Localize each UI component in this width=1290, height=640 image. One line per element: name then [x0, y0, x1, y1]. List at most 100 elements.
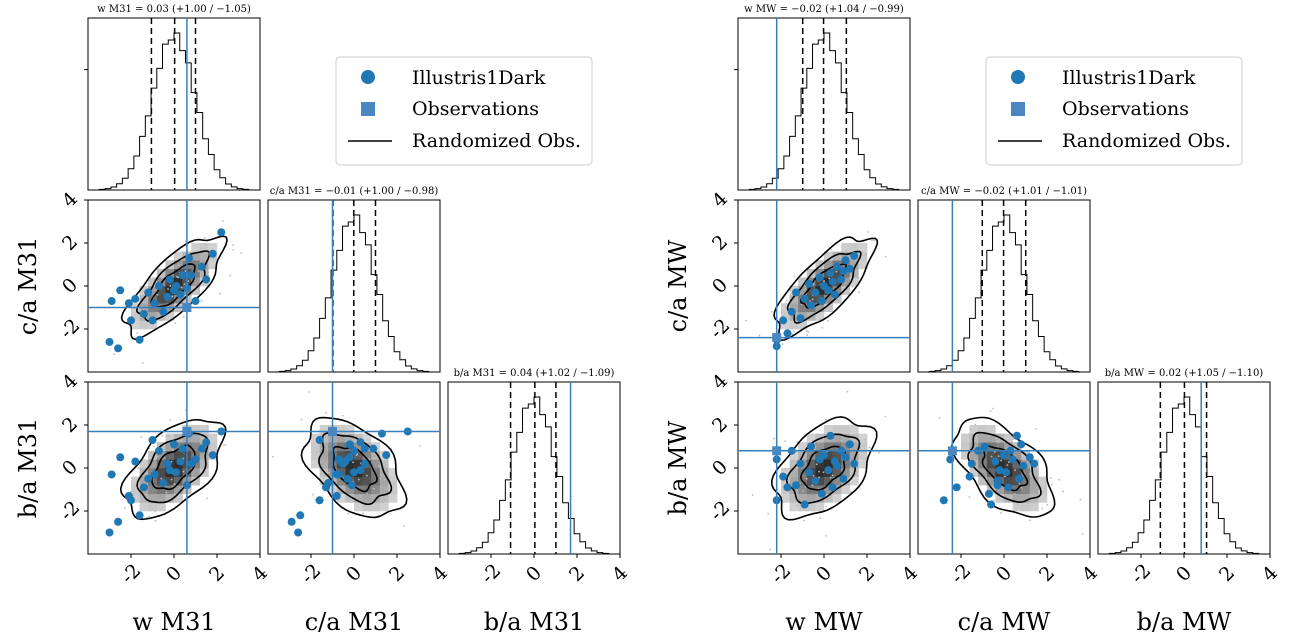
contour-level-1 [800, 445, 846, 491]
density-bin [832, 476, 842, 486]
density-bin [131, 476, 140, 486]
simulation-point [995, 466, 1004, 475]
simulation-point [1025, 453, 1034, 462]
observation-marker [772, 333, 782, 343]
background-sample [1079, 498, 1082, 501]
density-bin [1029, 476, 1039, 486]
simulation-point [332, 470, 341, 479]
density-bin [131, 311, 140, 321]
density-bin [371, 485, 381, 495]
density-bin [995, 450, 1005, 460]
background-sample [206, 424, 209, 427]
density-bin [841, 425, 851, 434]
background-sample [156, 455, 159, 458]
simulation-point [178, 444, 187, 453]
density-bin [986, 459, 996, 469]
density-bin [379, 476, 389, 486]
background-sample [198, 270, 200, 272]
background-sample [176, 275, 178, 278]
density-bin [148, 493, 158, 503]
background-sample [993, 499, 995, 502]
background-sample [153, 445, 155, 448]
background-sample [938, 416, 941, 419]
background-sample [325, 411, 327, 414]
legend: Illustris1Dark Observations Randomized Obs… [985, 56, 1243, 166]
background-sample [171, 485, 174, 488]
simulation-point [131, 294, 140, 303]
background-sample [388, 489, 391, 492]
density-bin [1029, 485, 1039, 495]
background-sample [1013, 493, 1016, 496]
density-bin [789, 450, 799, 460]
density-bin [345, 425, 355, 434]
background-sample [773, 437, 776, 440]
density-bin [199, 459, 209, 469]
simulation-point [1012, 431, 1021, 440]
background-sample [858, 291, 860, 293]
density-bin [1012, 502, 1022, 512]
density-bin [841, 485, 851, 495]
background-sample [822, 471, 825, 474]
density-bin [156, 450, 166, 460]
background-sample [793, 275, 796, 278]
y-axis-label: b/a MW [664, 420, 692, 515]
simulation-point [345, 440, 354, 449]
background-sample [769, 548, 772, 551]
density-bin [336, 442, 346, 452]
x-tick-label: -2 [297, 560, 326, 589]
observation-marker [947, 446, 957, 456]
density-bin [815, 476, 825, 486]
density-bin [371, 502, 381, 512]
density-bin [815, 311, 825, 321]
density-bin [978, 468, 988, 477]
density-bin [345, 485, 355, 495]
density-bin [156, 286, 166, 295]
density-bin [362, 468, 372, 477]
density-bin [191, 476, 201, 486]
hist-ca-axes: c/a MW = −0.02 (+1.01 / −1.01) [917, 186, 1091, 373]
background-sample [807, 330, 810, 333]
hist-title: w M31 = 0.03 (+1.00 / −1.05) [97, 4, 251, 15]
density-bin [1004, 450, 1013, 460]
density-bin [208, 442, 218, 452]
observation-marker [328, 426, 337, 436]
density-bin [824, 476, 833, 486]
density-bin [311, 450, 320, 460]
background-sample [184, 240, 187, 243]
background-sample [123, 506, 126, 509]
background-sample [232, 244, 235, 246]
density-bin [165, 450, 175, 460]
density-bin [978, 450, 988, 460]
background-sample [805, 477, 808, 480]
density-bin [1029, 468, 1039, 477]
simulation-point [127, 496, 135, 505]
simulation-point [144, 288, 153, 297]
background-sample [347, 512, 350, 515]
density-bin [362, 476, 372, 486]
density-bin [311, 442, 320, 452]
density-bin [815, 468, 825, 477]
density-bin [139, 502, 149, 512]
density-bin [815, 303, 825, 313]
density-bin [345, 433, 355, 443]
background-sample [315, 450, 318, 453]
background-sample [1049, 477, 1052, 480]
background-sample [1050, 483, 1053, 486]
scatter-w-ca-axes: -2 0 2 4 c/a M31 [14, 188, 261, 373]
scatter-w-ca-axes: -2 0 2 4 c/a MW [664, 188, 911, 373]
simulation-point [332, 491, 341, 500]
legend-frame [335, 56, 593, 166]
density-bin [191, 286, 201, 295]
density-bin [174, 442, 183, 452]
simulation-point [987, 500, 996, 509]
density-bin [148, 450, 158, 460]
simulation-point [165, 466, 174, 475]
density-bin [961, 433, 970, 443]
background-sample [997, 441, 1000, 444]
simulation-point [811, 288, 820, 297]
density-bin [849, 425, 859, 434]
hist-title: c/a MW = −0.02 (+1.01 / −1.01) [921, 186, 1087, 197]
background-sample [809, 272, 811, 275]
background-sample [372, 457, 375, 460]
density-bin [139, 476, 149, 486]
